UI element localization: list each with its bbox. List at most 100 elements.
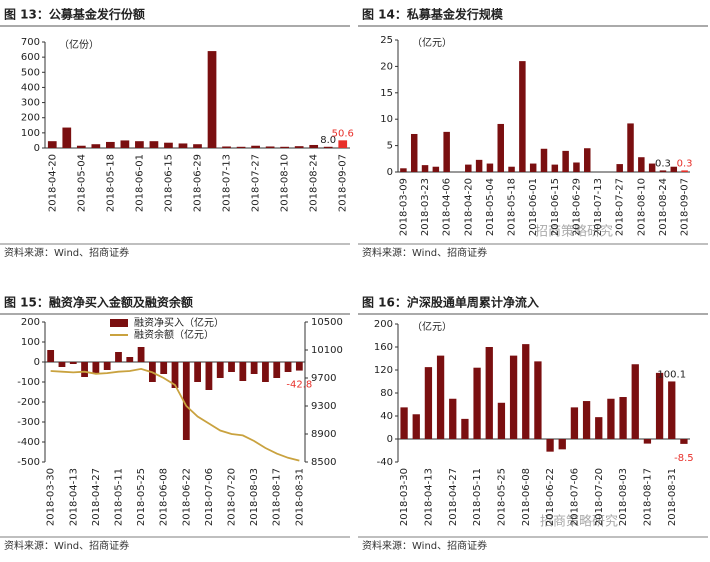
x-tick-label: 2018-06-08: [159, 468, 170, 526]
y-unit: （亿元）: [412, 320, 452, 333]
bar: [681, 170, 688, 172]
y2-tick-label: 8900: [311, 429, 336, 440]
legend-label: 融资净买入（亿元）: [134, 316, 224, 329]
x-tick-label: 2018-09-07: [680, 178, 691, 236]
watermark: 招商策略研究: [540, 514, 618, 530]
y-tick-label: -40: [377, 457, 393, 468]
x-tick-label: 2018-05-18: [105, 154, 116, 212]
bar: [421, 165, 429, 172]
bar: [573, 162, 580, 172]
bar: [638, 157, 645, 172]
bar: [76, 145, 86, 148]
bar: [595, 417, 603, 439]
x-tick-label: 2018-07-06: [204, 468, 215, 526]
bar: [670, 166, 678, 172]
x-tick-label: 2018-05-25: [496, 468, 507, 526]
bar: [62, 127, 72, 148]
source: 资料来源：Wind、招商证券: [4, 246, 129, 259]
bar: [497, 123, 504, 172]
x-tick-label: 2018-08-31: [294, 468, 305, 526]
bar: [228, 362, 235, 372]
value-label: 0.3: [655, 158, 671, 169]
y-tick-label: 200: [374, 319, 393, 330]
y-tick-label: 100: [21, 128, 40, 139]
y2-tick-label: 10500: [311, 317, 343, 328]
bar: [486, 163, 494, 172]
bar: [338, 140, 348, 148]
x-tick-label: 2018-03-30: [399, 468, 410, 526]
bar: [627, 123, 634, 172]
y-tick-label: 600: [21, 52, 40, 63]
bar: [222, 146, 231, 148]
bar: [205, 362, 213, 390]
bar: [92, 362, 100, 373]
bar: [81, 362, 88, 377]
bar: [412, 414, 420, 439]
bar: [443, 131, 450, 172]
bar: [236, 146, 246, 148]
x-tick-label: 2018-07-13: [593, 178, 604, 236]
y-tick-label: 120: [374, 365, 393, 376]
bar: [410, 133, 418, 172]
bar: [295, 362, 303, 371]
value-label: 100.1: [657, 369, 686, 380]
bar: [546, 439, 554, 452]
watermark: 招商策略研究: [535, 224, 613, 240]
x-tick-label: 2018-07-27: [251, 154, 262, 212]
bar: [616, 164, 623, 172]
bar: [294, 146, 304, 148]
line: [50, 367, 300, 462]
bar: [631, 364, 639, 439]
bar: [47, 350, 55, 362]
bar: [106, 141, 115, 148]
x-tick-label: 2018-09-07: [338, 154, 349, 212]
y-tick-label: 200: [21, 113, 40, 124]
bar: [473, 367, 481, 439]
y-tick-label: 10: [380, 114, 393, 125]
source: 资料来源：Wind、招商证券: [362, 246, 487, 259]
bar: [497, 402, 506, 439]
bar: [280, 146, 289, 148]
bar: [570, 407, 579, 439]
bar: [648, 163, 656, 172]
value-label: 8.0: [320, 135, 336, 146]
bar: [584, 148, 591, 172]
x-tick-label: 2018-06-22: [545, 468, 556, 526]
y-unit: （亿份）: [59, 38, 99, 51]
x-tick-label: 2018-04-27: [91, 468, 102, 526]
bar: [216, 362, 224, 378]
bar: [135, 141, 144, 148]
y-tick-label: 0: [34, 143, 40, 154]
bar: [265, 146, 275, 148]
bar: [519, 61, 526, 173]
bar: [91, 144, 101, 148]
bar: [164, 142, 173, 148]
bar: [436, 355, 445, 439]
x-tick-label: 2018-05-11: [472, 468, 483, 526]
x-tick-label: 2018-08-17: [272, 468, 283, 526]
y-tick-label: -500: [17, 457, 40, 468]
x-tick-label: 2018-05-11: [113, 468, 124, 526]
source: 资料来源：Wind、招商证券: [4, 539, 129, 552]
x-tick-label: 2018-08-03: [618, 468, 629, 526]
bar: [137, 347, 145, 362]
value-label: 0.3: [677, 158, 693, 169]
bar: [509, 355, 518, 439]
y-tick-label: 100: [21, 337, 40, 348]
y-tick-label: 0: [34, 357, 40, 368]
y-tick-label: 80: [380, 388, 393, 399]
x-tick-label: 2018-08-10: [280, 154, 291, 212]
y-tick-label: 40: [380, 411, 393, 422]
bar: [534, 361, 542, 439]
y2-tick-label: 10100: [311, 345, 343, 356]
bar: [558, 439, 566, 450]
bar: [250, 362, 258, 374]
bar: [680, 439, 688, 444]
bar: [239, 362, 247, 381]
bar: [309, 144, 319, 148]
bar: [171, 362, 179, 388]
x-tick-label: 2018-06-15: [163, 154, 174, 212]
chart-title: 图 15：融资净买入金额及融资余额: [4, 295, 193, 310]
x-tick-label: 2018-08-10: [636, 178, 647, 236]
bar: [103, 362, 111, 370]
